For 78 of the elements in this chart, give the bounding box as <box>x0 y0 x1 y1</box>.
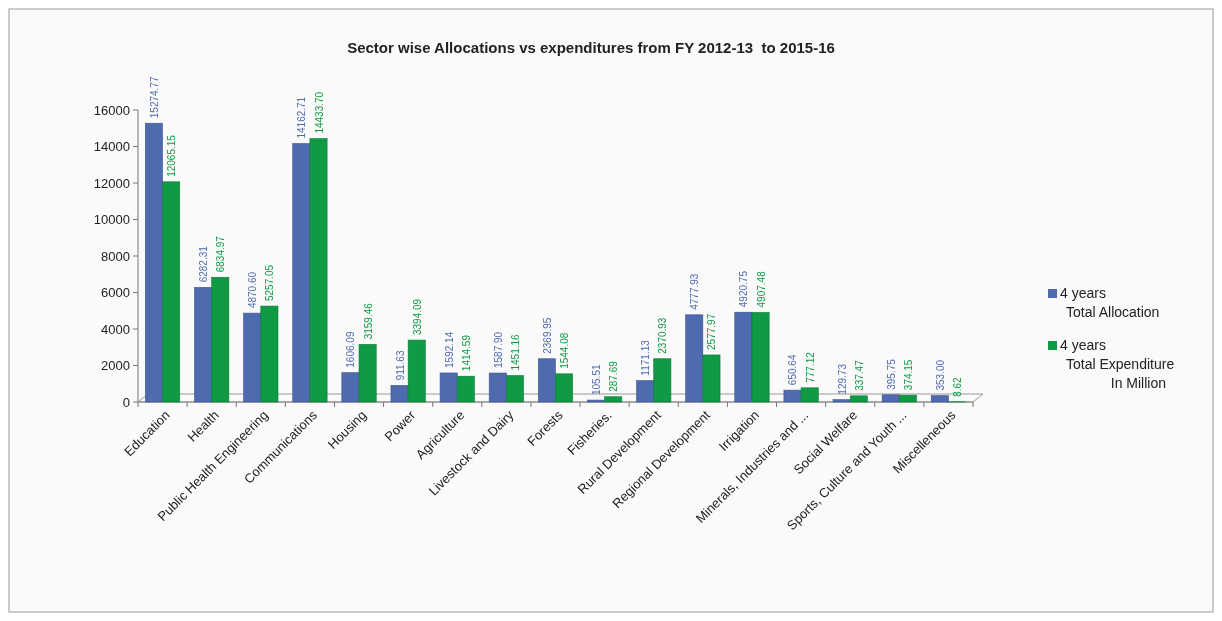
data-label: 353.00 <box>934 359 946 391</box>
data-label: 395.75 <box>885 358 897 390</box>
bar <box>407 339 426 403</box>
data-label: 129.73 <box>836 363 848 395</box>
bar <box>211 276 230 403</box>
data-label: 3159.46 <box>362 302 374 340</box>
legend-label: 4 years Total Expenditure In Million <box>1060 337 1175 391</box>
data-label: 287.69 <box>608 360 620 392</box>
bar <box>538 358 556 403</box>
data-label: 1587.90 <box>492 331 504 369</box>
bar <box>555 373 573 403</box>
data-label: 374.15 <box>902 359 914 391</box>
bar <box>358 344 377 403</box>
y-tick-label: 0 <box>122 394 130 410</box>
data-label: 650.64 <box>787 354 799 386</box>
bar <box>145 122 163 403</box>
bar <box>734 311 753 403</box>
data-label: 6834.97 <box>215 235 227 273</box>
y-tick-label: 16000 <box>93 102 130 118</box>
data-label: 1592.14 <box>443 331 455 368</box>
bar <box>832 399 851 403</box>
data-label: 2370.93 <box>657 317 669 354</box>
data-label: 5257.05 <box>264 264 276 302</box>
bar <box>849 395 868 403</box>
bar <box>243 312 262 403</box>
data-label: 1606.09 <box>345 331 357 368</box>
data-label: 2369.95 <box>541 317 553 354</box>
bar <box>930 395 949 403</box>
data-label: 4870.60 <box>247 271 259 309</box>
bar <box>881 394 900 403</box>
bar <box>783 389 802 403</box>
bar <box>653 358 672 403</box>
bar <box>685 314 704 403</box>
data-label: 1414.59 <box>460 334 472 372</box>
y-tick-label: 4000 <box>101 321 130 337</box>
data-label: 1544.08 <box>559 332 571 369</box>
bar <box>751 312 770 403</box>
data-label: 4920.75 <box>738 270 750 308</box>
data-label: 8.62 <box>952 376 964 397</box>
legend-label: 4 years Total Allocation <box>1060 285 1160 320</box>
data-label: 105.51 <box>591 364 603 396</box>
data-label: 12065.15 <box>166 134 178 177</box>
data-label: 777.12 <box>804 351 816 383</box>
data-label: 911.63 <box>394 350 406 381</box>
bar <box>390 385 409 403</box>
data-label: 1171.13 <box>640 339 652 376</box>
bar <box>506 375 524 403</box>
bar <box>341 372 360 403</box>
data-label: 4907.48 <box>755 270 767 308</box>
data-label: 1451.16 <box>509 333 521 371</box>
data-label: 337.47 <box>853 359 865 391</box>
y-tick-label: 6000 <box>101 285 130 301</box>
y-tick-label: 12000 <box>93 175 130 191</box>
bar <box>702 354 721 403</box>
bar <box>604 396 623 403</box>
data-label: 6282.31 <box>198 245 210 283</box>
chart-title: Sector wise Allocations vs expenditures from FY 2012-13 to 2015-16 <box>347 39 835 56</box>
data-label: 2577.97 <box>706 313 718 350</box>
y-tick-label: 2000 <box>101 358 130 374</box>
y-tick-label: 10000 <box>93 212 130 228</box>
bar <box>194 287 212 403</box>
data-label: 15274.77 <box>148 76 160 119</box>
bar <box>636 380 655 403</box>
data-label: 14433.70 <box>313 91 325 134</box>
data-label: 14162.71 <box>296 96 308 139</box>
bar <box>488 372 507 403</box>
bar <box>309 138 328 403</box>
bar <box>439 372 458 403</box>
bar <box>162 181 181 403</box>
bar <box>292 143 311 403</box>
bar <box>800 387 819 403</box>
bar <box>260 305 279 403</box>
bar <box>456 375 475 403</box>
data-label: 3394.09 <box>411 298 423 336</box>
data-label: 4777.93 <box>689 273 701 310</box>
y-tick-label: 8000 <box>101 248 130 264</box>
y-tick-label: 14000 <box>93 139 130 155</box>
bar <box>899 394 917 403</box>
